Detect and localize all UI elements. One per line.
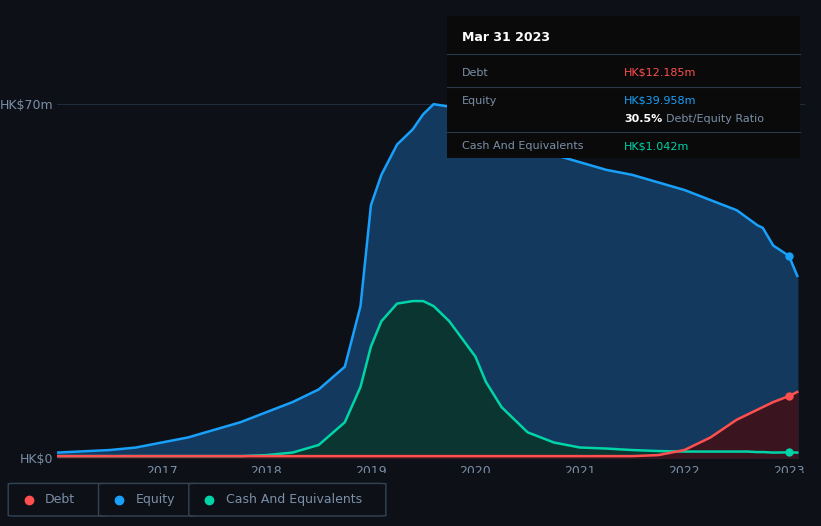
Text: Debt/Equity Ratio: Debt/Equity Ratio [667,115,764,125]
Text: Debt: Debt [461,67,488,78]
Text: Mar 31 2023: Mar 31 2023 [461,31,549,44]
Text: HK$1.042m: HK$1.042m [624,141,690,151]
Text: Cash And Equivalents: Cash And Equivalents [461,141,583,151]
FancyBboxPatch shape [189,483,386,516]
Text: HK$39.958m: HK$39.958m [624,96,696,106]
Text: Debt: Debt [45,493,76,506]
Text: 30.5%: 30.5% [624,115,663,125]
Text: Cash And Equivalents: Cash And Equivalents [226,493,362,506]
FancyBboxPatch shape [99,483,197,516]
Text: HK$12.185m: HK$12.185m [624,67,696,78]
Text: Equity: Equity [461,96,497,106]
FancyBboxPatch shape [8,483,107,516]
Text: Equity: Equity [135,493,175,506]
